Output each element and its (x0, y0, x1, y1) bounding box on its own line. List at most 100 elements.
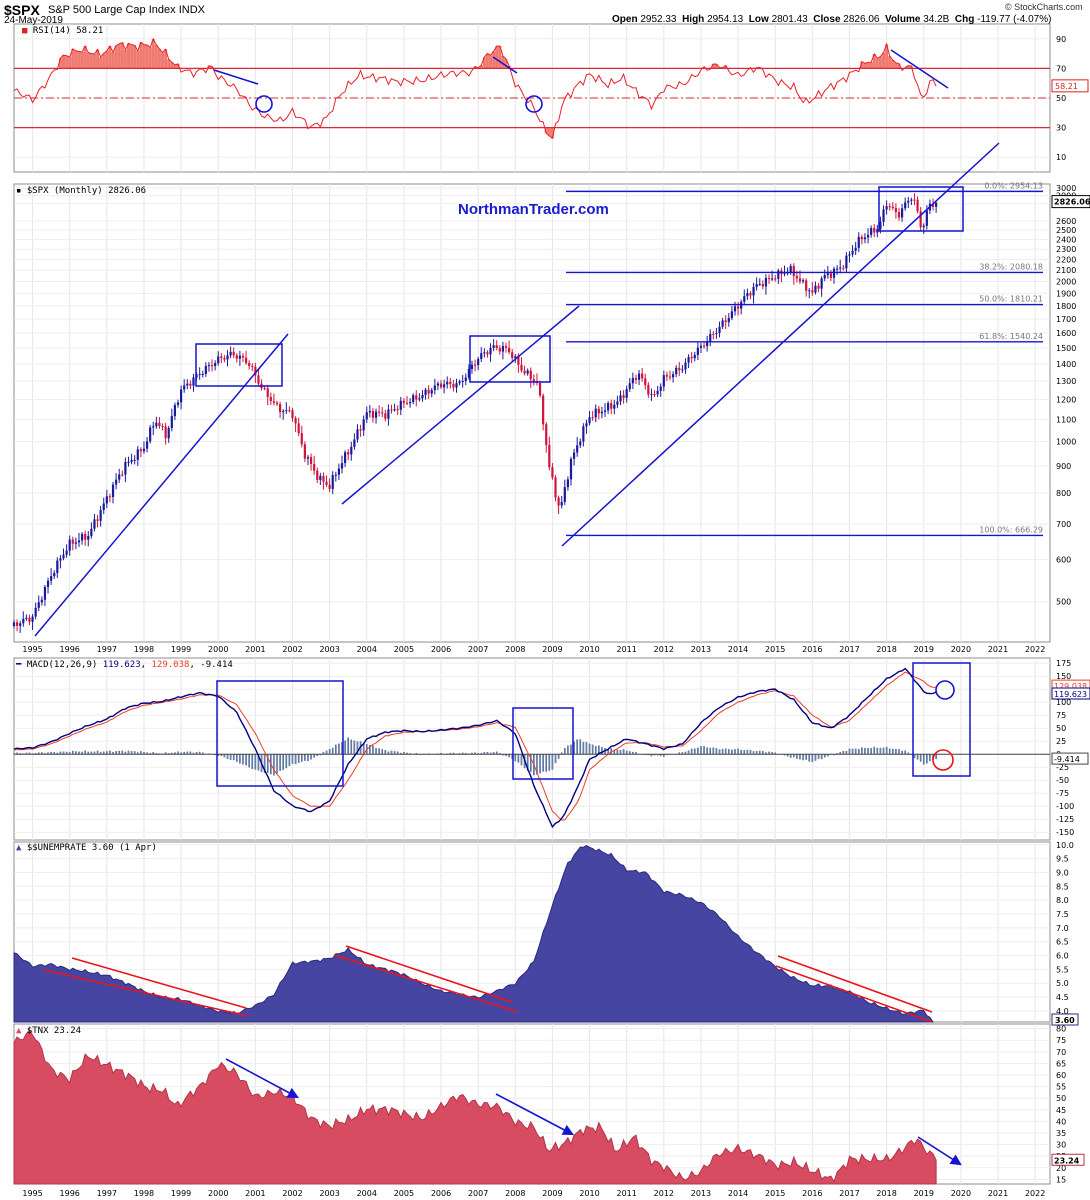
low-label: Low (748, 14, 769, 25)
price-candle-body (232, 351, 235, 356)
price-candle-body (300, 433, 303, 445)
brand-credit[interactable]: © StockCharts.com (1005, 2, 1083, 12)
macd-legend-value: 119.623 (102, 660, 141, 670)
price-candle-body (108, 496, 112, 498)
macd-tick-label: -75 (1056, 789, 1069, 798)
price-candle-body (702, 345, 706, 347)
rsi-line (13, 37, 937, 140)
price-candle-body (204, 366, 207, 375)
price-candle-body (319, 475, 322, 480)
price-candle-body (659, 386, 662, 391)
price-candle-body (285, 410, 288, 412)
price-candle-body (43, 586, 47, 600)
price-candle-body (817, 285, 820, 289)
price-candle-body (888, 206, 891, 208)
price-candle-body (12, 622, 16, 627)
price-candle-body (755, 284, 758, 288)
price-candle-body (362, 419, 365, 431)
price-candle-body (127, 461, 130, 463)
price-candle-body (254, 366, 257, 376)
macd-tick-label: -25 (1056, 763, 1069, 772)
signal-legend-value: 129.038 (151, 660, 190, 670)
rsi-divergence-line (492, 56, 518, 74)
price-candle-body (28, 617, 31, 622)
price-candle-body (37, 602, 40, 608)
price-candle-body (582, 426, 585, 442)
price-candle-body (214, 363, 217, 367)
tnx-x-tick-label: 1998 (134, 1189, 154, 1198)
price-candle-body (879, 221, 882, 230)
tnx-tick-label: 55 (1056, 1083, 1066, 1092)
price-tick-label: 1000 (1056, 438, 1076, 447)
price-tick-label: 1300 (1056, 377, 1076, 386)
price-tick-label: 2500 (1056, 226, 1076, 235)
price-candle-body (282, 410, 285, 413)
price-candle-body (306, 457, 310, 459)
price-candle-body (316, 470, 319, 480)
tnx-last-value: 23.24 (1054, 1156, 1080, 1165)
price-candle-body (560, 501, 563, 506)
price-candle-body (449, 381, 452, 385)
price-candle-body (170, 416, 173, 429)
price-candle-body (99, 510, 102, 521)
price-candle-body (402, 400, 405, 403)
fib-label: 50.0%: 1810.21 (979, 295, 1043, 304)
high-value: 2954.13 (707, 14, 744, 25)
price-candle-body (690, 357, 693, 359)
price-last-value: 2826.06 (1054, 198, 1090, 207)
price-x-tick-label: 2013 (691, 645, 711, 654)
fib-label: 100.0%: 666.29 (979, 525, 1043, 534)
price-candle-body (130, 459, 133, 462)
macd-last-value-box (1051, 687, 1090, 700)
price-candle-body (480, 353, 483, 359)
price-candle-body (464, 377, 467, 382)
price-candle-body (798, 278, 802, 282)
price-candle-body (183, 385, 186, 390)
price-x-tick-label: 2011 (617, 645, 637, 654)
price-candle-body (687, 357, 690, 363)
price-candle-body (365, 412, 368, 420)
price-tick-label: 1100 (1056, 416, 1076, 425)
price-candle-body (427, 389, 430, 394)
price-x-tick-label: 2015 (765, 645, 785, 654)
price-candle-body (730, 311, 733, 319)
price-x-tick-label: 2004 (357, 645, 377, 654)
close-label: Close (813, 14, 841, 25)
price-candle-body (251, 365, 254, 367)
low-value: 2801.43 (771, 14, 808, 25)
price-candle-body (706, 341, 709, 347)
price-tick-label: 1500 (1056, 344, 1076, 353)
price-candle-body (241, 355, 245, 358)
price-candle-body (288, 410, 291, 412)
price-x-tick-label: 1997 (97, 645, 117, 654)
price-candle-body (752, 287, 755, 296)
price-candle-body (93, 519, 96, 529)
tnx-x-tick-label: 2020 (951, 1189, 971, 1198)
price-candle-body (631, 378, 634, 384)
unemp-last-value: 3.60 (1055, 1016, 1075, 1025)
price-x-tick-label: 1999 (171, 645, 191, 654)
tnx-legend: ▲ $TNX 23.24 (16, 1026, 81, 1036)
rsi-tick-label: 90 (1056, 35, 1066, 44)
macd-tick-label: 25 (1056, 737, 1066, 746)
macd-tick-label: -100 (1056, 802, 1074, 811)
macd-legend-label: MACD(12,26,9) (26, 660, 98, 670)
tnx-x-tick-label: 1999 (171, 1189, 191, 1198)
price-candle-body (743, 296, 746, 302)
tnx-x-tick-label: 2018 (876, 1189, 896, 1198)
price-tick-label: 2400 (1056, 235, 1076, 244)
price-candle-body (477, 358, 480, 366)
price-candle-body (155, 422, 158, 427)
price-candle-body (393, 409, 396, 411)
price-legend: ▪ $SPX (Monthly) 2826.06 (16, 186, 146, 196)
rsi-legend: ■ RSI(14) 58.21 (22, 26, 103, 36)
price-x-tick-label: 2017 (839, 645, 859, 654)
price-candle-body (439, 383, 443, 388)
tnx-tick-label: 65 (1056, 1059, 1066, 1068)
price-candle-body (74, 542, 77, 544)
tnx-x-tick-label: 1996 (60, 1189, 80, 1198)
price-candle-body (418, 398, 421, 400)
price-candle-body (613, 404, 616, 409)
price-candle-body (724, 320, 727, 323)
price-candle-body (678, 367, 681, 371)
